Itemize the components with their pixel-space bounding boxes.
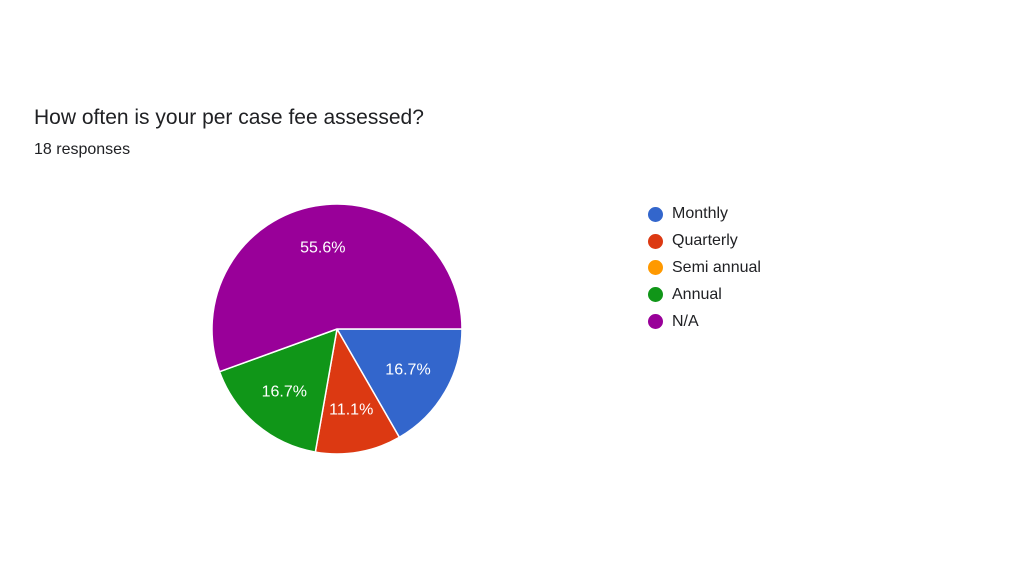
legend-item-semi-annual: Semi annual [648,255,761,282]
legend-item-n-a: N/A [648,308,761,335]
legend-item-quarterly: Quarterly [648,228,761,255]
legend-swatch [648,314,663,330]
legend-label: Monthly [672,205,729,223]
response-count: 18 responses [34,141,131,158]
legend-swatch [648,287,663,303]
legend-item-annual: Annual [648,281,761,308]
slice-label-annual: 16.7% [262,383,307,400]
legend-label: N/A [672,312,699,330]
slice-label-n-a: 55.6% [300,240,345,257]
pie-slice-monthly [335,328,463,439]
pie-slice-quarterly [314,326,401,455]
question-title: How often is your per case fee assessed? [34,106,424,129]
slice-label-monthly: 16.7% [385,362,430,379]
legend-swatch [648,206,663,222]
slice-label-quarterly: 11.1% [329,401,373,418]
legend-item-monthly: Monthly [648,201,761,228]
chart-legend: Monthly Quarterly Semi annual Annual N/A [648,201,761,335]
legend-swatch [648,260,663,276]
legend-label: Quarterly [672,232,738,250]
legend-swatch [648,233,663,249]
pie-slice-annual [218,327,338,453]
legend-label: Annual [672,285,722,303]
legend-label: Semi annual [672,258,761,276]
pie-slice-n-a [211,203,463,373]
